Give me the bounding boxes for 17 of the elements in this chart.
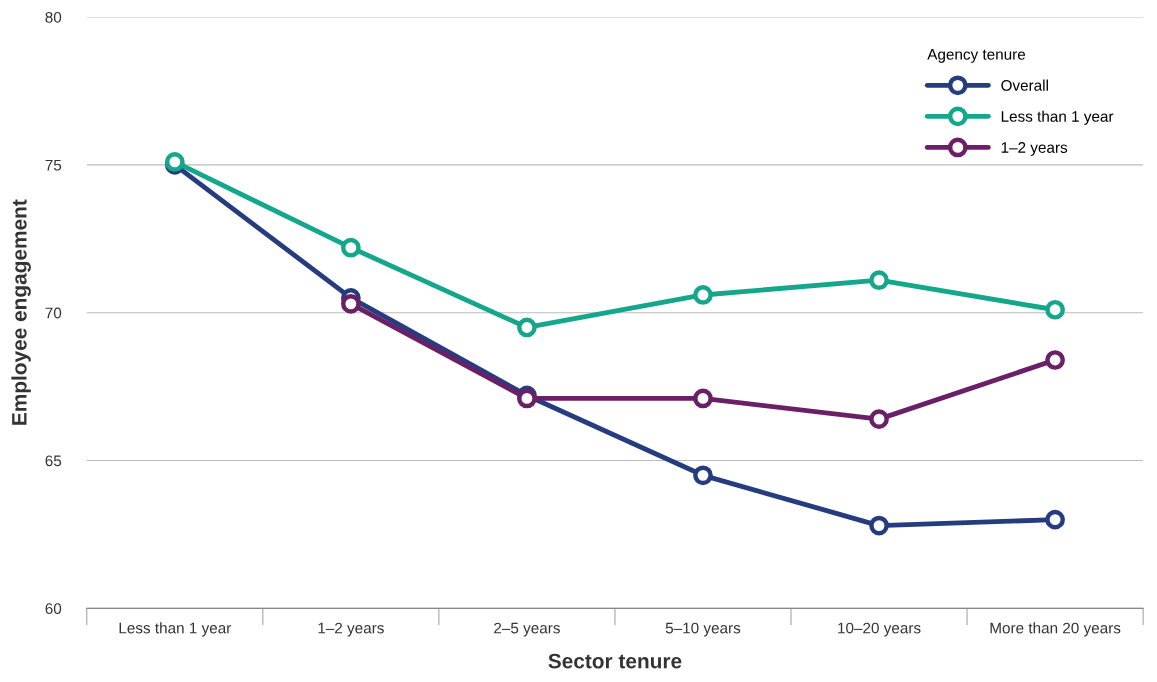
y-tick-label: 80 bbox=[45, 11, 62, 23]
legend-label: 1–2 years bbox=[1001, 142, 1068, 156]
x-tick-label: 5–10 years bbox=[665, 622, 741, 637]
y-tick-label: 60 bbox=[45, 603, 62, 615]
x-tick-label: 10–20 years bbox=[838, 622, 921, 637]
legend-title: Agency tenure bbox=[927, 49, 1026, 63]
y-axis-title: Employee engagement bbox=[11, 199, 31, 425]
x-tick-label: 1–2 years bbox=[318, 622, 384, 637]
x-tick-label: More than 20 years bbox=[990, 622, 1121, 637]
x-axis-title: Sector tenure bbox=[548, 653, 682, 669]
y-tick-label: 75 bbox=[45, 159, 62, 171]
legend-label: Overall bbox=[1001, 79, 1048, 91]
x-tick-label: Less than 1 year bbox=[119, 622, 232, 637]
y-tick-label: 70 bbox=[45, 307, 62, 319]
legend-label: Less than 1 year bbox=[1001, 110, 1114, 125]
y-tick-label: 65 bbox=[45, 455, 62, 467]
x-tick-label: 2–5 years bbox=[494, 622, 560, 637]
